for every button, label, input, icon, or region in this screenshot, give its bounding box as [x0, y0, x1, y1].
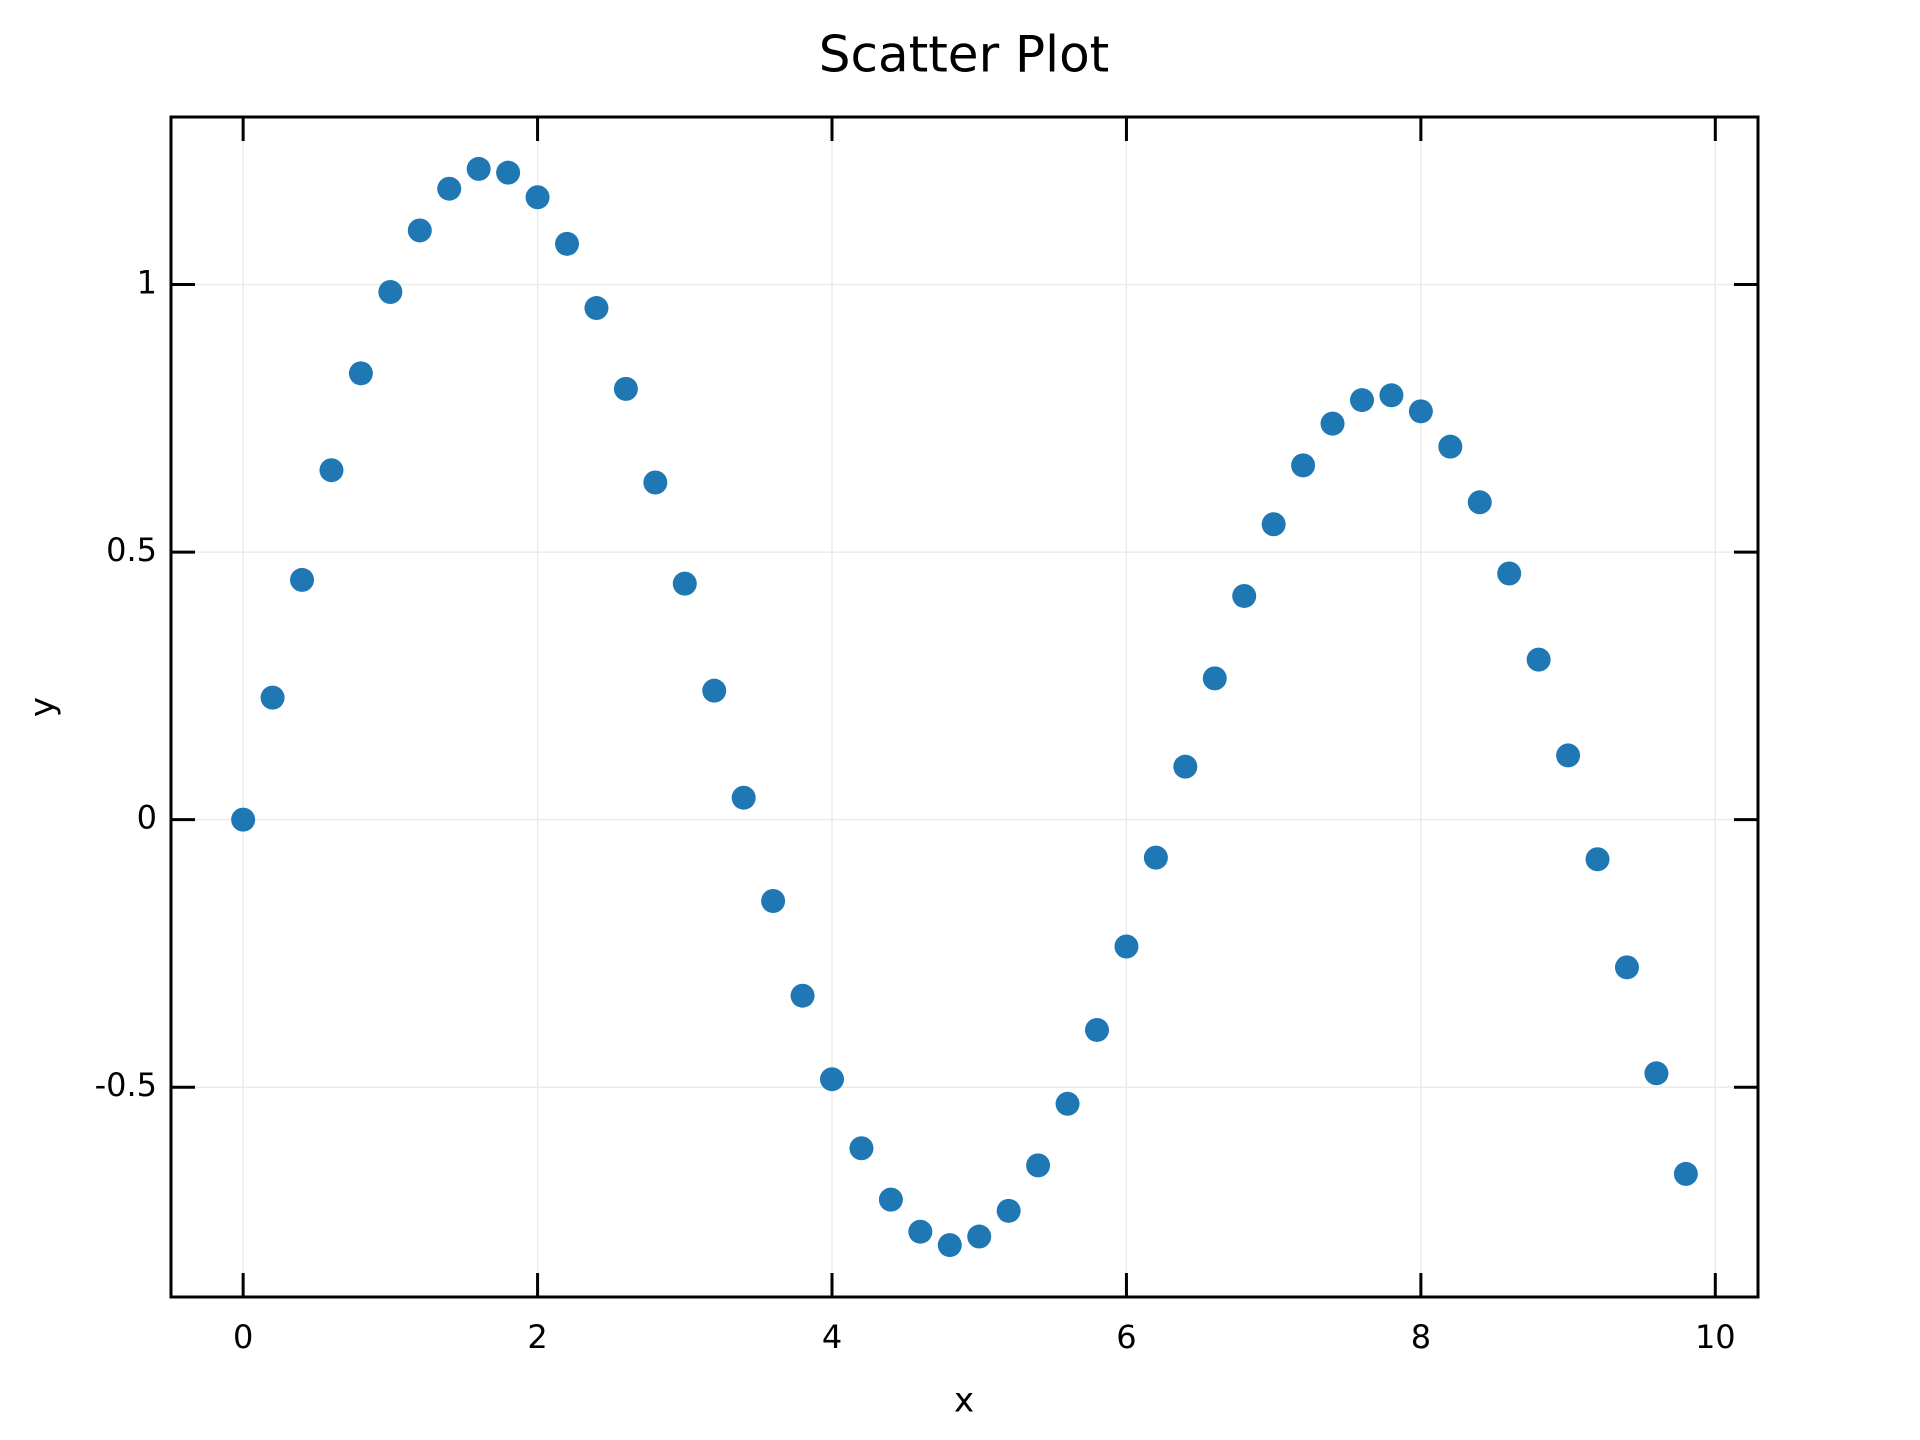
point — [613, 376, 638, 401]
y-tick-label: -0.5 — [95, 1066, 157, 1104]
point — [1349, 388, 1374, 413]
point — [702, 678, 727, 703]
point — [1408, 399, 1433, 424]
chart-title: Scatter Plot — [819, 26, 1110, 84]
point — [849, 1136, 874, 1161]
point — [1614, 955, 1639, 980]
point — [1232, 583, 1257, 608]
point — [437, 176, 462, 201]
point — [466, 156, 491, 181]
x-tick-label: 2 — [527, 1318, 547, 1356]
x-tick-label: 10 — [1695, 1318, 1736, 1356]
point — [584, 296, 609, 321]
point — [1143, 845, 1168, 870]
point — [1173, 754, 1198, 779]
point — [1644, 1061, 1669, 1086]
point — [790, 983, 815, 1008]
point — [820, 1067, 845, 1092]
point — [937, 1233, 962, 1258]
point — [1291, 453, 1316, 478]
point — [1379, 383, 1404, 408]
y-axis-label: y — [23, 697, 63, 717]
y-tick-label: 1 — [137, 264, 157, 302]
x-tick-label: 8 — [1411, 1318, 1431, 1356]
point — [496, 160, 521, 185]
plot-frame — [169, 115, 1760, 1299]
point — [967, 1224, 992, 1249]
point — [996, 1198, 1021, 1223]
point — [290, 567, 315, 592]
point — [1261, 512, 1286, 537]
point — [378, 279, 403, 304]
y-tick-label: 0.5 — [106, 531, 157, 569]
point — [231, 807, 256, 832]
point — [672, 571, 697, 596]
point — [525, 185, 550, 210]
y-tick-label: 0 — [137, 799, 157, 837]
x-axis-label: x — [954, 1381, 974, 1421]
x-tick-label: 6 — [1116, 1318, 1136, 1356]
point — [1526, 647, 1551, 672]
point — [1585, 847, 1610, 872]
point — [643, 470, 668, 495]
point — [1084, 1017, 1109, 1042]
point — [731, 785, 756, 810]
point — [878, 1187, 903, 1212]
point — [908, 1219, 933, 1244]
point — [1202, 666, 1227, 691]
point — [1114, 934, 1139, 959]
point — [1026, 1153, 1051, 1178]
point — [1673, 1161, 1698, 1186]
point — [1497, 561, 1522, 586]
point — [1438, 434, 1463, 459]
point — [407, 218, 432, 243]
point — [319, 458, 344, 483]
point — [1556, 743, 1581, 768]
point — [555, 231, 580, 256]
x-tick-label: 0 — [233, 1318, 253, 1356]
point — [1320, 411, 1345, 436]
point — [761, 888, 786, 913]
x-tick-label: 4 — [822, 1318, 842, 1356]
point — [348, 361, 373, 386]
point — [1055, 1091, 1080, 1116]
point — [260, 685, 285, 710]
point — [1467, 490, 1492, 515]
